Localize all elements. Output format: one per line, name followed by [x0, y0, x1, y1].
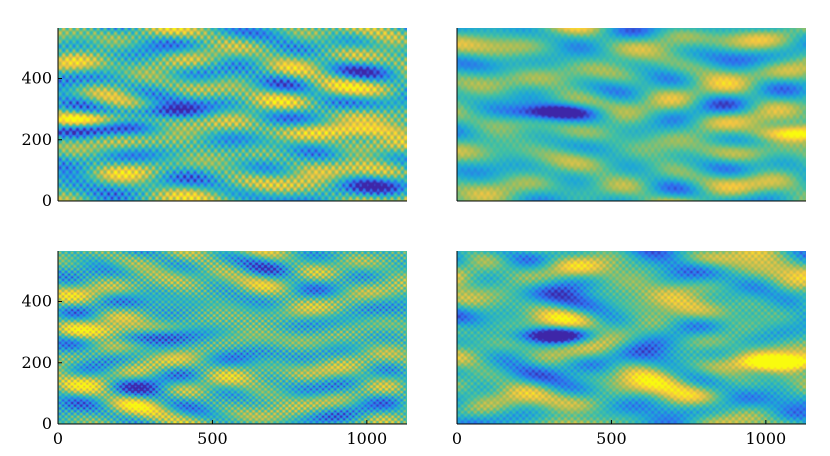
- x-tick-label: 500: [197, 429, 228, 448]
- panel-3: 0 200 400 0 500 1000: [21, 251, 407, 448]
- y-tick-label: 200: [21, 130, 52, 149]
- y-tick-label: 0: [42, 191, 52, 210]
- heatmap-image-4: [457, 251, 806, 424]
- x-tick-label: 1000: [346, 429, 387, 448]
- x-tick-label: 0: [53, 429, 63, 448]
- panel-1: 0 200 400: [21, 28, 407, 210]
- heatmap-image-2: [457, 28, 806, 201]
- x-tick-label: 0: [452, 429, 462, 448]
- x-tick-label: 1000: [745, 429, 786, 448]
- y-tick-label: 200: [21, 353, 52, 372]
- heatmap-image-1: [58, 28, 407, 201]
- panel-2: [456, 28, 806, 202]
- y-tick-label: 400: [21, 69, 52, 88]
- heatmap-image-3: [58, 251, 407, 424]
- panel-4: 0 500 1000: [452, 251, 806, 448]
- y-tick-label: 0: [42, 414, 52, 433]
- y-tick-label: 400: [21, 292, 52, 311]
- x-tick-label: 500: [596, 429, 627, 448]
